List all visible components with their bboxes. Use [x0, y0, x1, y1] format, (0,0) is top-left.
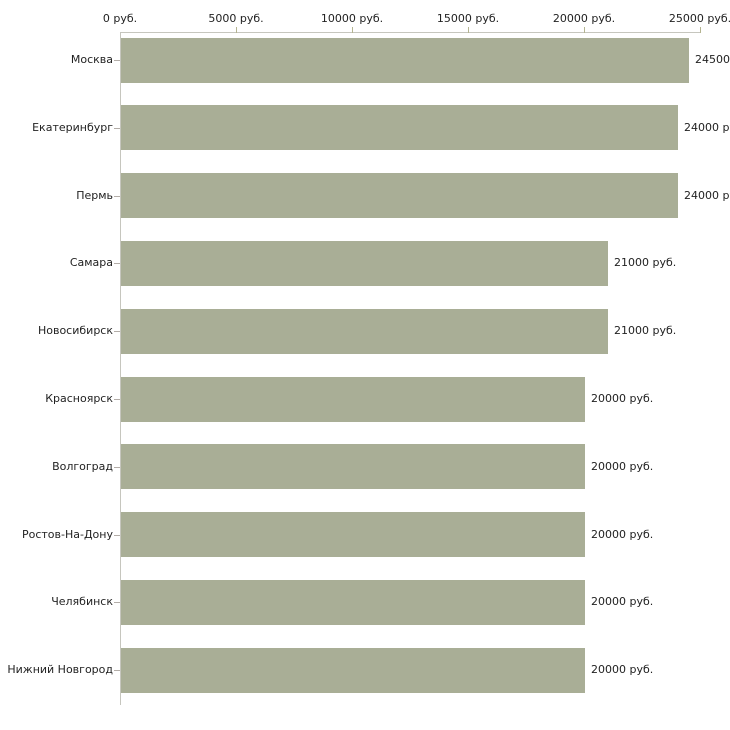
- x-axis-tick-label: 0 руб.: [102, 12, 138, 25]
- x-axis-tick-label: 10000 руб.: [320, 12, 384, 25]
- x-axis-tick: [352, 27, 353, 33]
- bar: [121, 444, 585, 489]
- x-axis-line: [120, 32, 701, 33]
- x-axis-tick: [584, 27, 585, 33]
- category-tick: [114, 60, 120, 61]
- category-label: Ростов-На-Дону: [21, 528, 113, 541]
- bar: [121, 309, 608, 354]
- category-label: Самара: [69, 256, 113, 269]
- bar: [121, 38, 689, 83]
- category-tick: [114, 602, 120, 603]
- x-axis-tick: [468, 27, 469, 33]
- category-label: Пермь: [76, 189, 113, 202]
- category-label: Нижний Новгород: [7, 663, 113, 676]
- category-tick: [114, 535, 120, 536]
- category-tick: [114, 670, 120, 671]
- value-label: 20000 руб.: [591, 595, 654, 608]
- value-label: 21000 руб.: [614, 324, 677, 337]
- category-tick: [114, 331, 120, 332]
- category-label: Екатеринбург: [32, 121, 113, 134]
- bar: [121, 241, 608, 286]
- category-tick: [114, 263, 120, 264]
- bar: [121, 512, 585, 557]
- category-tick: [114, 128, 120, 129]
- x-axis-tick-label: 25000 руб.: [668, 12, 730, 25]
- x-axis-tick: [700, 27, 701, 33]
- y-axis-line: [120, 32, 121, 705]
- x-axis-tick: [236, 27, 237, 33]
- category-tick: [114, 467, 120, 468]
- value-label: 20000 руб.: [591, 460, 654, 473]
- bar: [121, 377, 585, 422]
- value-label: 24500 руб.: [695, 53, 730, 66]
- category-tick: [114, 399, 120, 400]
- bar: [121, 105, 678, 150]
- category-tick: [114, 196, 120, 197]
- value-label: 20000 руб.: [591, 392, 654, 405]
- category-label: Красноярск: [45, 392, 113, 405]
- value-label: 20000 руб.: [591, 528, 654, 541]
- category-label: Челябинск: [51, 595, 113, 608]
- bar: [121, 173, 678, 218]
- value-label: 24000 руб.: [684, 121, 730, 134]
- category-label: Волгоград: [52, 460, 113, 473]
- value-label: 20000 руб.: [591, 663, 654, 676]
- value-label: 21000 руб.: [614, 256, 677, 269]
- bar: [121, 580, 585, 625]
- category-label: Москва: [70, 53, 113, 66]
- category-label: Новосибирск: [37, 324, 113, 337]
- x-axis-tick-label: 15000 руб.: [436, 12, 500, 25]
- x-axis-tick-label: 20000 руб.: [552, 12, 616, 25]
- x-axis-tick-label: 5000 руб.: [208, 12, 264, 25]
- bar: [121, 648, 585, 693]
- value-label: 24000 руб.: [684, 189, 730, 202]
